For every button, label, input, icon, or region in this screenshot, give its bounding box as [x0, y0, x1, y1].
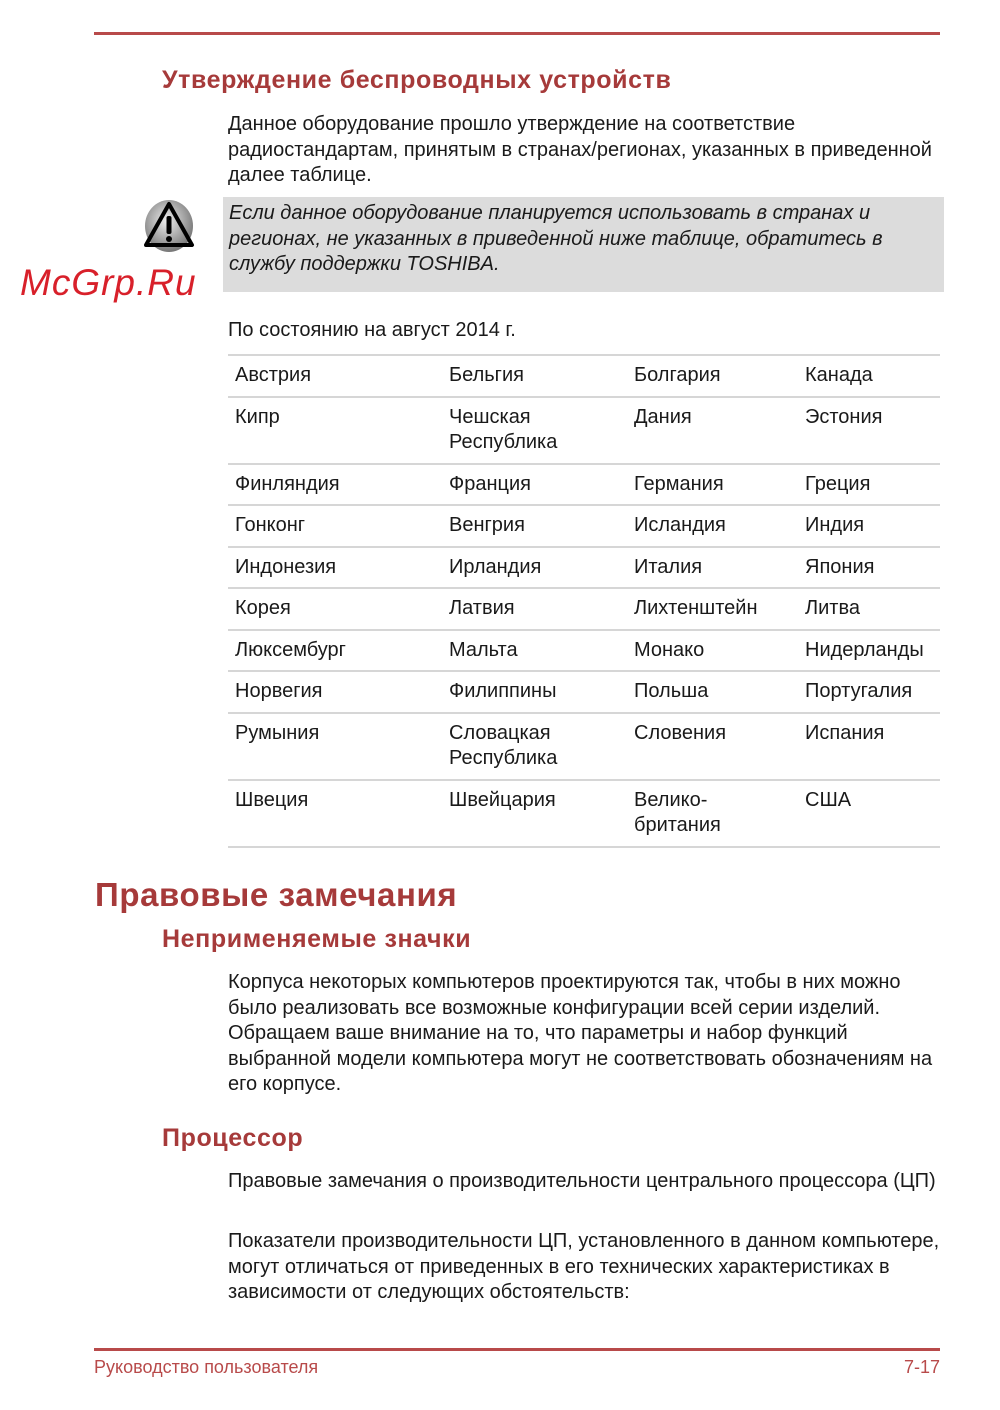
- subsection-title: Неприменяемые значки: [162, 925, 472, 953]
- footer-title: Руководство пользователя: [94, 1357, 319, 1377]
- country-cell: Чешская Республика: [442, 395, 627, 464]
- countries-table: Австрия Бельгия Болгария Канада Кипр Чешская …: [228, 354, 940, 848]
- country-cell: Норвегия: [228, 670, 442, 713]
- country-cell: Кипр: [228, 395, 442, 464]
- as-of-date: По состоянию на август 2014 г.: [228, 319, 516, 341]
- section-title: Утверждение беспроводных устройств: [162, 66, 672, 94]
- country-cell: Мальта: [442, 628, 627, 671]
- paragraph: Корпуса некоторых компьютеров проектирую…: [228, 971, 933, 1095]
- country-cell: Канада: [798, 354, 940, 397]
- table-row: Австрия Бельгия Болгария Канада: [228, 354, 940, 397]
- country-cell: Австрия: [228, 354, 442, 397]
- note-text: Если данное оборудование планируется исп…: [229, 202, 883, 275]
- country-cell: Люксембург: [228, 628, 442, 671]
- country-cell: Германия: [627, 462, 798, 505]
- country-cell: Франция: [442, 462, 627, 505]
- subsection-title: Процессор: [162, 1124, 304, 1152]
- country-cell: США: [798, 778, 940, 848]
- country-cell: Италия: [627, 545, 798, 588]
- table-row: Кипр Чешская Республика Дания Эстония: [228, 395, 940, 464]
- page-number: 7-17: [903, 1357, 940, 1377]
- country-cell: Швеция: [228, 778, 442, 848]
- table-row: Корея Латвия Лихтенштейн Литва: [228, 587, 940, 630]
- watermark: McGrp.Ru: [20, 262, 197, 303]
- intro-paragraph: Данное оборудование прошло утверждение н…: [228, 113, 932, 186]
- table-row: Люксембург Мальта Монако Нидерланды: [228, 628, 940, 671]
- country-cell: Бельгия: [442, 354, 627, 397]
- country-cell: Индия: [798, 504, 940, 547]
- country-cell: Велико-британия: [627, 778, 798, 848]
- paragraph: Показатели производительности ЦП, устано…: [228, 1230, 940, 1303]
- country-cell: Болгария: [627, 354, 798, 397]
- country-cell: Латвия: [442, 587, 627, 630]
- table-row: Норвегия Филиппины Польша Португалия: [228, 670, 940, 713]
- paragraph: Правовые замечания о производительности …: [228, 1170, 936, 1192]
- country-cell: Корея: [228, 587, 442, 630]
- country-cell: Япония: [798, 545, 940, 588]
- table-row: Индонезия Ирландия Италия Япония: [228, 545, 940, 588]
- country-cell: Нидерланды: [798, 628, 940, 671]
- table-row: Финляндия Франция Германия Греция: [228, 462, 940, 505]
- country-cell: Индонезия: [228, 545, 442, 588]
- table-row: Румыния Словацкая Республика Словения Испан…: [228, 711, 940, 780]
- top-rule: [94, 32, 940, 35]
- country-cell: Монако: [627, 628, 798, 671]
- country-cell: Литва: [798, 587, 940, 630]
- country-cell: Польша: [627, 670, 798, 713]
- country-cell: Швейцария: [442, 778, 627, 848]
- country-cell: Ирландия: [442, 545, 627, 588]
- country-cell: Словения: [627, 711, 798, 780]
- country-cell: Греция: [798, 462, 940, 505]
- legal-title: Правовые замечания: [95, 876, 458, 913]
- country-cell: Словацкая Республика: [442, 711, 627, 780]
- country-cell: Дания: [627, 395, 798, 464]
- country-cell: Финляндия: [228, 462, 442, 505]
- table-row: Швеция Швейцария Велико-британия США: [228, 778, 940, 848]
- warning-triangle-icon: [144, 200, 194, 252]
- table-row: Гонконг Венгрия Исландия Индия: [228, 504, 940, 547]
- country-cell: Эстония: [798, 395, 940, 464]
- country-cell: Румыния: [228, 711, 442, 780]
- country-cell: Лихтенштейн: [627, 587, 798, 630]
- country-cell: Филиппины: [442, 670, 627, 713]
- country-cell: Гонконг: [228, 504, 442, 547]
- bottom-rule: [94, 1348, 940, 1351]
- country-cell: Португалия: [798, 670, 940, 713]
- note-box: Если данное оборудование планируется исп…: [223, 197, 944, 292]
- country-cell: Венгрия: [442, 504, 627, 547]
- country-cell: Исландия: [627, 504, 798, 547]
- country-cell: Испания: [798, 711, 940, 780]
